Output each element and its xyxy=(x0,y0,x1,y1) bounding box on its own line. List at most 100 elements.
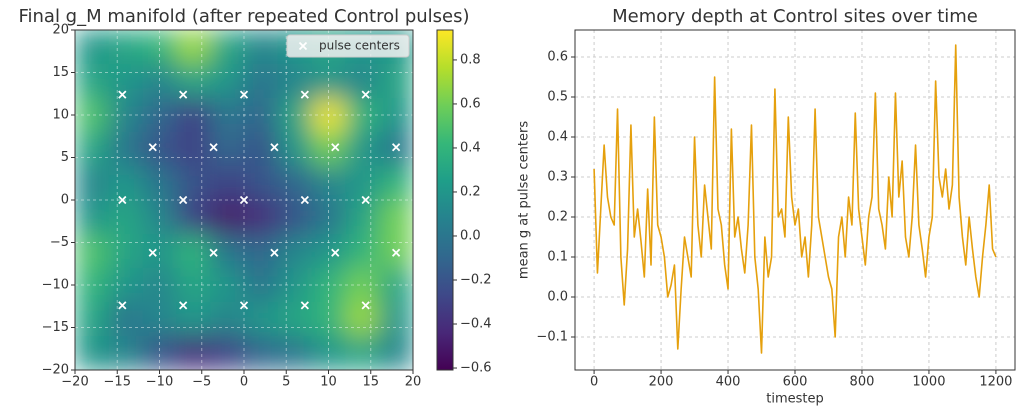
heatmap-cell xyxy=(345,132,380,167)
heatmap-cell xyxy=(277,336,313,370)
heatmap-cell xyxy=(75,132,110,167)
legend-box xyxy=(286,34,410,58)
heatmap-cell xyxy=(379,132,413,167)
heatmap-cell xyxy=(345,64,380,99)
line-title: Memory depth at Control sites over time xyxy=(612,6,978,27)
heatmap-cell xyxy=(108,98,144,133)
pulse-marker xyxy=(391,143,401,152)
heatmap-cell xyxy=(379,336,413,370)
heatmap-cell xyxy=(311,64,346,99)
heatmap-cell xyxy=(142,98,177,133)
pulse-marker xyxy=(179,301,188,310)
heatmap-cell xyxy=(142,302,177,337)
y-tick-label: 0.2 xyxy=(547,210,568,225)
pulse-marker xyxy=(148,143,157,152)
y-tick-label: 0 xyxy=(61,193,69,208)
y-tick-label: 0.1 xyxy=(547,250,568,265)
heatmap-cell xyxy=(210,302,245,337)
y-tick-label: 0.4 xyxy=(547,130,568,145)
x-tick-label: −5 xyxy=(192,375,211,390)
pulse-marker xyxy=(239,195,249,205)
heatmap-cell xyxy=(311,132,346,167)
heatmap-cell xyxy=(210,268,245,303)
x-tick-label: 5 xyxy=(282,375,290,390)
pulse-marker xyxy=(270,248,279,257)
heatmap-cell xyxy=(244,64,279,99)
x-tick-label: 15 xyxy=(362,375,379,390)
x-tick-label: 0 xyxy=(590,375,598,390)
y-tick-label: −5 xyxy=(50,235,69,250)
colorbar-tick-label: 0.0 xyxy=(460,228,481,243)
heatmap-cell xyxy=(75,268,110,303)
heatmap-field xyxy=(75,30,413,370)
heatmap-cell xyxy=(75,200,110,235)
heatmap-cell xyxy=(379,64,413,99)
heatmap-cell xyxy=(379,98,413,133)
x-axis-label: timestep xyxy=(766,392,824,407)
heatmap-cell xyxy=(176,132,211,167)
heatmap-cell xyxy=(210,166,245,201)
axes-frame xyxy=(74,29,414,371)
pulse-marker xyxy=(361,195,370,205)
y-tick-label: 15 xyxy=(52,65,69,80)
heatmap-cell xyxy=(379,200,413,235)
heatmap-cell xyxy=(244,302,279,337)
x-tick-label: 10 xyxy=(320,375,337,390)
pulse-marker xyxy=(239,90,249,99)
heatmap-cell xyxy=(244,268,279,303)
heatmap-cell xyxy=(176,98,211,133)
pulse-marker xyxy=(118,90,127,99)
x-tick-label: −15 xyxy=(104,375,131,390)
pulse-marker xyxy=(118,195,127,205)
heatmap-cell xyxy=(311,302,346,337)
heatmap-cell xyxy=(176,302,211,337)
heatmap-cell xyxy=(75,98,110,133)
pulse-marker xyxy=(179,195,188,205)
heatmap-cell xyxy=(142,64,177,99)
heatmap-cell xyxy=(379,268,413,303)
heatmap-cell xyxy=(142,234,177,269)
heatmap-title: Final g_M manifold (after repeated Contr… xyxy=(18,6,469,27)
heatmap-cell xyxy=(108,336,144,370)
pulse-marker xyxy=(209,248,218,257)
heatmap-cell xyxy=(210,200,245,235)
data-line xyxy=(593,44,997,354)
heatmap-cell xyxy=(108,200,144,235)
heatmap-cell xyxy=(75,302,110,337)
y-tick-label: −15 xyxy=(42,320,69,335)
pulse-marker xyxy=(361,301,370,310)
colorbar-tick-label: −0.6 xyxy=(460,361,492,376)
heatmap-cell xyxy=(75,30,110,65)
heatmap-cell xyxy=(108,302,144,337)
heatmap-cell xyxy=(75,166,110,201)
heatmap-cell xyxy=(244,336,279,370)
colorbar-tick-label: −0.4 xyxy=(460,317,492,332)
y-tick-label: −10 xyxy=(42,278,69,293)
y-tick-label: 0.6 xyxy=(547,50,568,65)
heatmap-cell xyxy=(244,30,279,65)
colorbar-tick-label: −0.2 xyxy=(460,272,492,287)
x-tick-label: −10 xyxy=(146,375,173,390)
heatmap-cell xyxy=(108,166,144,201)
heatmap-cell xyxy=(108,64,144,99)
heatmap-clip xyxy=(75,30,413,370)
heatmap-cell xyxy=(108,132,144,167)
heatmap-cell xyxy=(311,268,346,303)
pulse-marker xyxy=(148,248,157,257)
pulse-marker xyxy=(361,90,370,99)
y-tick-label: −0.1 xyxy=(536,330,568,345)
heatmap-cell xyxy=(210,336,245,370)
colorbar-tick-label: 0.4 xyxy=(460,140,481,155)
y-axis-label: mean g at pulse centers xyxy=(517,121,532,279)
heatmap-cell xyxy=(345,302,380,337)
heatmap-cell xyxy=(345,200,380,235)
x-tick-label: −20 xyxy=(61,375,88,390)
heatmap-cell xyxy=(345,166,380,201)
pulse-marker xyxy=(331,143,340,152)
pulse-marker xyxy=(391,248,401,257)
heatmap-cell xyxy=(75,234,110,269)
heatmap-cell xyxy=(142,268,177,303)
colorbar-tick-label: 0.6 xyxy=(460,96,481,111)
legend-label: pulse centers xyxy=(319,39,400,53)
pulse-marker xyxy=(270,143,279,152)
